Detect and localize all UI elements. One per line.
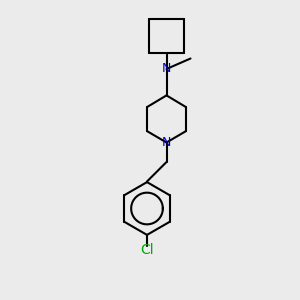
Text: Cl: Cl <box>140 243 154 257</box>
Text: N: N <box>162 136 171 149</box>
Text: N: N <box>162 62 171 76</box>
